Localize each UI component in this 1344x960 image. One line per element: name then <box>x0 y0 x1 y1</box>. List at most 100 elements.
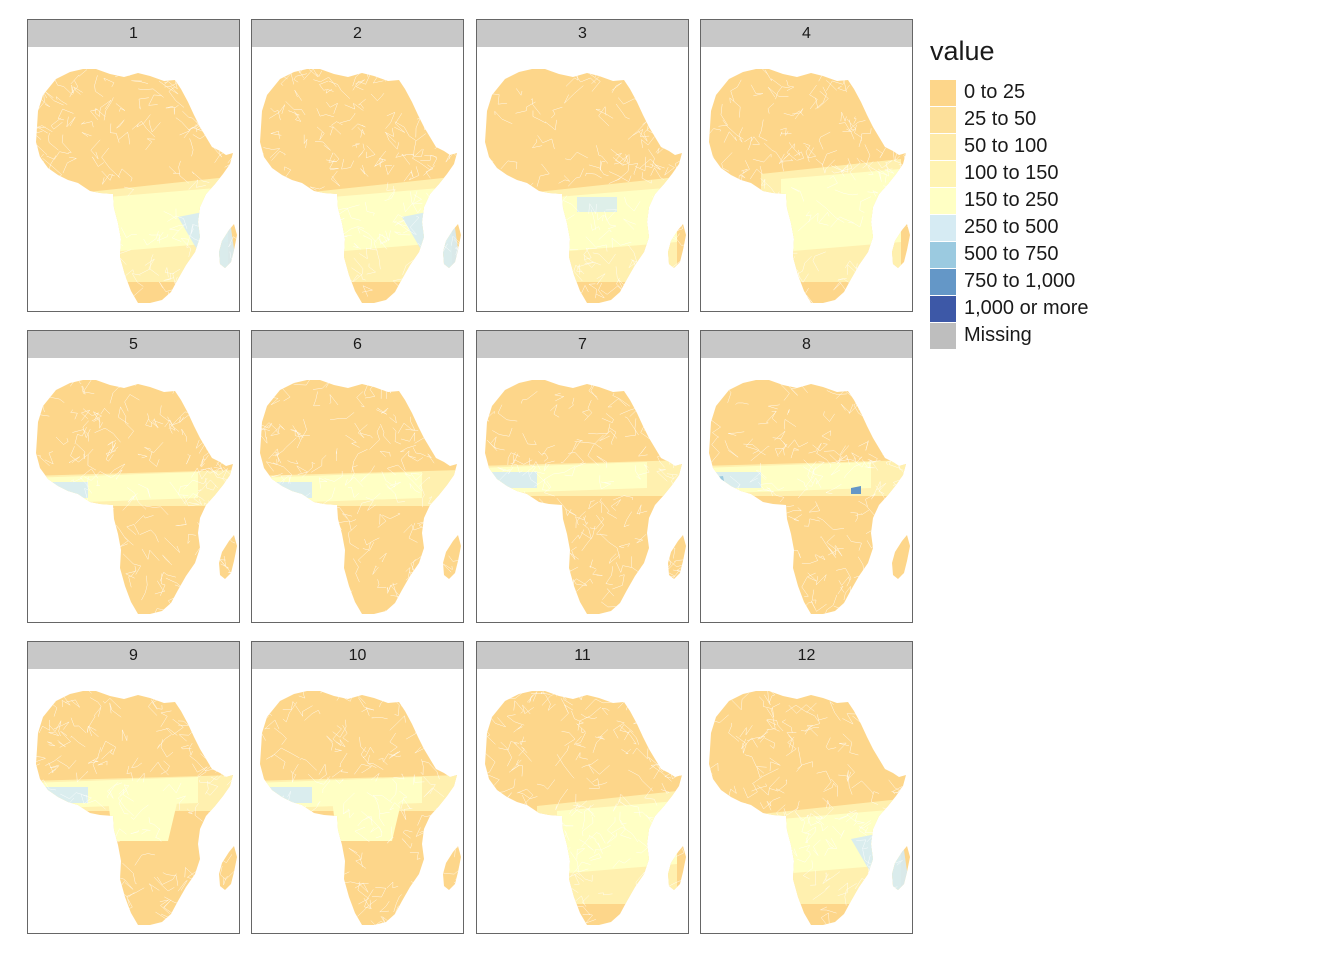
rainfall-zones <box>88 177 237 282</box>
map-area <box>700 669 913 934</box>
rainfall-zone <box>485 472 537 488</box>
africa-map <box>485 380 686 614</box>
panel-label: 7 <box>476 330 689 359</box>
legend-swatch <box>930 295 956 322</box>
legend-item: 100 to 150 <box>930 160 1089 187</box>
legend-swatch <box>930 160 956 187</box>
map-panel: 3 <box>476 19 689 312</box>
rainfall-zones <box>260 775 461 841</box>
rainfall-zone <box>36 482 88 498</box>
map-area <box>700 47 913 312</box>
panel-label: 3 <box>476 19 689 48</box>
continent-region <box>485 380 682 614</box>
africa-map <box>709 69 910 303</box>
africa-map <box>36 69 237 303</box>
panel-label: 8 <box>700 330 913 359</box>
legend-item: 50 to 100 <box>930 133 1089 160</box>
rainfall-zones <box>537 791 677 904</box>
rainfall-zone <box>108 187 228 252</box>
legend-label: 500 to 750 <box>964 243 1059 265</box>
africa-map <box>260 69 461 303</box>
rainfall-zones <box>537 177 677 282</box>
legend-label: 250 to 500 <box>964 216 1059 238</box>
madagascar-region <box>443 535 461 579</box>
map-area <box>476 47 689 312</box>
legend-label: 50 to 100 <box>964 135 1048 157</box>
panel-label: 2 <box>251 19 464 48</box>
map-area <box>700 358 913 623</box>
rainfall-zone <box>36 787 88 803</box>
rainfall-zone <box>260 482 312 498</box>
panel-label: 4 <box>700 19 913 48</box>
panel-label: 6 <box>251 330 464 359</box>
rainfall-zones <box>485 460 686 496</box>
panel-label: 9 <box>27 641 240 670</box>
madagascar-region <box>219 846 237 890</box>
map-area <box>251 669 464 934</box>
legend-swatch <box>930 106 956 133</box>
legend-label: 0 to 25 <box>964 81 1026 103</box>
map-panel: 9 <box>27 641 240 934</box>
continent-region <box>709 380 906 614</box>
rainfall-zone <box>577 197 617 212</box>
legend-swatch <box>930 322 956 349</box>
legend-swatch <box>930 187 956 214</box>
legend-label: 150 to 250 <box>964 189 1059 211</box>
legend-item: 750 to 1,000 <box>930 268 1089 295</box>
africa-map <box>485 691 686 925</box>
rainfall-zones <box>761 799 910 904</box>
map-area <box>251 47 464 312</box>
legend-item: 25 to 50 <box>930 106 1089 133</box>
map-panel: 12 <box>700 641 913 934</box>
map-area <box>27 358 240 623</box>
map-panel: 6 <box>251 330 464 623</box>
legend-swatch <box>930 268 956 295</box>
africa-map <box>36 691 237 925</box>
legend-label: 1,000 or more <box>964 297 1089 319</box>
rainfall-zone <box>557 801 677 874</box>
madagascar-region <box>668 535 686 579</box>
map-area <box>27 47 240 312</box>
map-panel: 1 <box>27 19 240 312</box>
rainfall-zones <box>260 470 461 506</box>
africa-map <box>260 691 461 925</box>
map-area <box>251 358 464 623</box>
madagascar-region <box>219 535 237 579</box>
legend-items: 0 to 25 25 to 50 50 to 100 100 to 150 150 to… <box>930 79 1089 349</box>
rainfall-zone <box>108 799 178 841</box>
legend-title: value <box>930 36 995 66</box>
legend-item: 0 to 25 <box>930 79 1089 106</box>
rainfall-zone <box>260 787 312 803</box>
panel-label: 11 <box>476 641 689 670</box>
panel-label: 5 <box>27 330 240 359</box>
map-area <box>27 669 240 934</box>
legend-swatch <box>930 214 956 241</box>
map-area <box>476 669 689 934</box>
africa-map <box>709 691 910 925</box>
rainfall-zone <box>781 169 901 252</box>
legend-swatch <box>930 133 956 160</box>
panel-label: 12 <box>700 641 913 670</box>
panel-label: 1 <box>27 19 240 48</box>
legend-item: 500 to 750 <box>930 241 1089 268</box>
map-area <box>476 358 689 623</box>
africa-map <box>485 69 686 303</box>
rainfall-zone <box>709 476 725 488</box>
legend-item: 1,000 or more <box>930 295 1089 322</box>
rainfall-zones <box>312 177 461 282</box>
map-panel: 11 <box>476 641 689 934</box>
africa-map <box>260 380 461 614</box>
legend-swatch <box>930 241 956 268</box>
rainfall-zone <box>332 799 402 841</box>
legend-item: 250 to 500 <box>930 214 1089 241</box>
rainfall-zone <box>851 486 861 494</box>
legend-label: 25 to 50 <box>964 108 1037 130</box>
rainfall-zones <box>36 775 237 841</box>
map-panel: 7 <box>476 330 689 623</box>
map-panel: 8 <box>700 330 913 623</box>
rainfall-zones <box>709 460 910 496</box>
legend-label: Missing <box>964 324 1032 346</box>
map-panel: 10 <box>251 641 464 934</box>
map-panel: 2 <box>251 19 464 312</box>
panel-label: 10 <box>251 641 464 670</box>
